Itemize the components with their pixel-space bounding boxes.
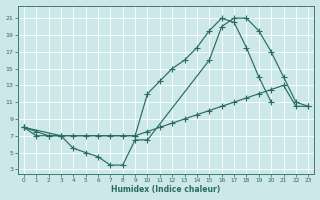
X-axis label: Humidex (Indice chaleur): Humidex (Indice chaleur) — [111, 185, 221, 194]
